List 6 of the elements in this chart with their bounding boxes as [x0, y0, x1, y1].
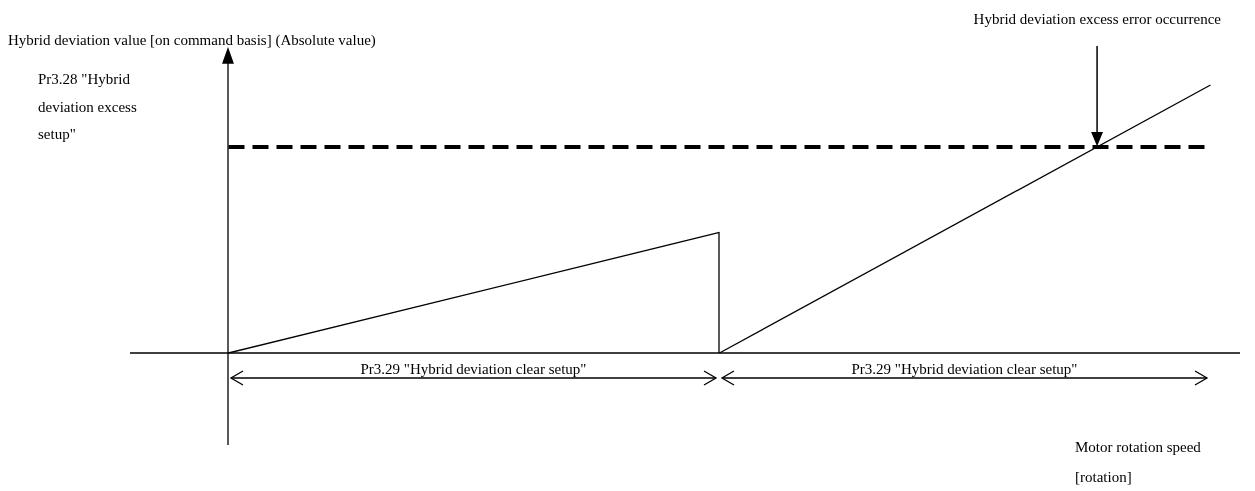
ref-line-label: Pr3.28 "Hybrid deviation excess setup": [38, 70, 138, 144]
text: Hybrid deviation excess error occurrence: [973, 10, 1221, 28]
text: Motor rotation speed [rotation]: [1075, 438, 1202, 487]
text: Hybrid deviation value [on command basis] (Absolute value): [8, 31, 376, 49]
text: Pr3.29 "Hybrid deviation clear setup": [851, 360, 1078, 378]
text: Pr3.29 "Hybrid deviation clear setup": [360, 360, 587, 378]
